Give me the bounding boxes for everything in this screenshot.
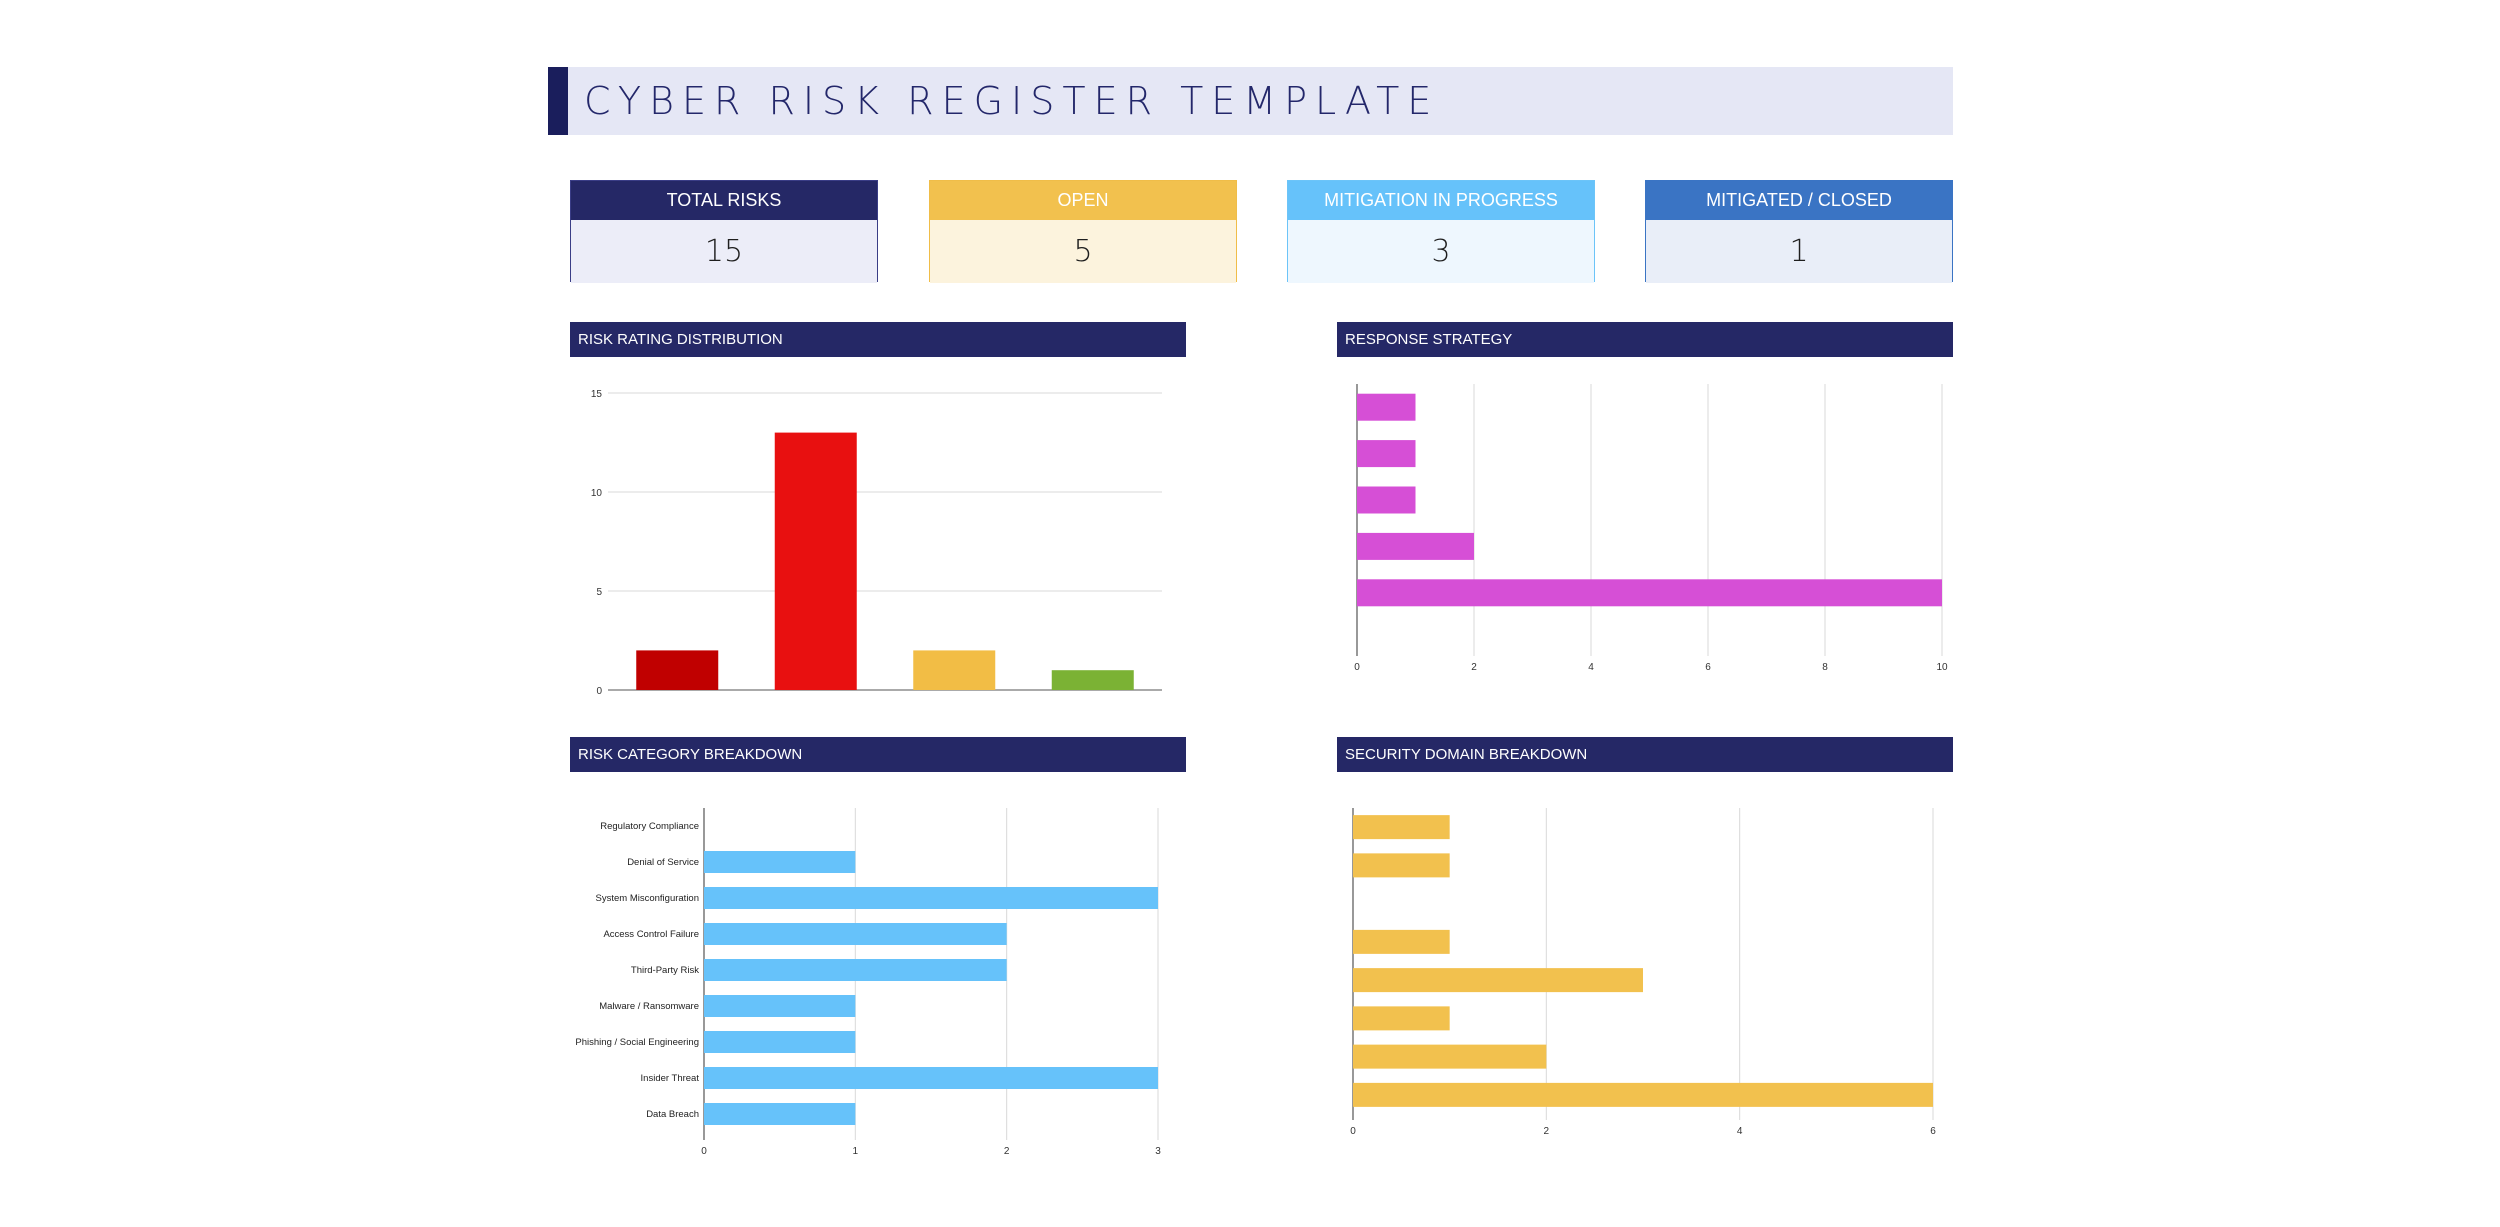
bar (1357, 532, 1474, 560)
bar (1353, 968, 1643, 993)
x-tick-label: 3 (1155, 1146, 1161, 1157)
x-tick-label: 1 (853, 1146, 859, 1157)
category-label: Insider Threat (641, 1073, 700, 1084)
title-bar: CYBER RISK REGISTER TEMPLATE (548, 67, 1953, 135)
panel-header-risk-category: RISK CATEGORY BREAKDOWN (570, 737, 1186, 772)
bar (1353, 929, 1450, 954)
risk-rating-chart: 0 5 10 15 (591, 389, 1162, 697)
category-label: Data Breach (646, 1109, 699, 1120)
category-label: Access Control Failure (603, 929, 699, 940)
kpi-label: TOTAL RISKS (571, 181, 877, 220)
bar (704, 995, 856, 1017)
kpi-mitigated-closed: MITIGATED / CLOSED 1 (1645, 180, 1953, 283)
x-tick-label: 8 (1822, 662, 1828, 673)
bar (1353, 815, 1450, 840)
x-tick-label: 0 (1350, 1126, 1356, 1137)
bar (704, 959, 1007, 981)
y-tick-label: 15 (591, 389, 603, 400)
panel-header-risk-rating: RISK RATING DISTRIBUTION (570, 322, 1186, 357)
response-strategy-chart: 0 2 4 6 8 10 (1354, 384, 1948, 673)
y-tick-label: 0 (596, 686, 602, 697)
x-tick-label: 6 (1930, 1126, 1936, 1137)
bar (1353, 1044, 1547, 1069)
kpi-open: OPEN 5 (929, 180, 1237, 283)
bar (1353, 1006, 1450, 1031)
kpi-mitigation-in-progress: MITIGATION IN PROGRESS 3 (1287, 180, 1595, 283)
kpi-label: MITIGATION IN PROGRESS (1288, 181, 1594, 220)
x-tick-label: 2 (1004, 1146, 1010, 1157)
kpi-value: 5 (930, 220, 1236, 283)
x-tick-label: 0 (701, 1146, 707, 1157)
x-tick-label: 4 (1737, 1126, 1743, 1137)
x-tick-label: 6 (1705, 662, 1711, 673)
kpi-total-risks: TOTAL RISKS 15 (570, 180, 878, 283)
bar (1357, 393, 1416, 421)
kpi-label: MITIGATED / CLOSED (1646, 181, 1952, 220)
panel-header-response-strategy: RESPONSE STRATEGY (1337, 322, 1953, 357)
bar (913, 650, 996, 690)
bar (1357, 486, 1416, 514)
category-label: System Misconfiguration (596, 893, 699, 904)
bar (774, 432, 857, 690)
x-tick-label: 2 (1544, 1126, 1550, 1137)
bar (704, 1103, 856, 1125)
kpi-label: OPEN (930, 181, 1236, 220)
category-label: Denial of Service (627, 857, 699, 868)
bar (1353, 853, 1450, 878)
y-tick-label: 5 (596, 587, 602, 598)
category-label: Third-Party Risk (631, 965, 699, 976)
page-title: CYBER RISK REGISTER TEMPLATE (584, 79, 1440, 123)
bar (1353, 1082, 1933, 1107)
x-tick-label: 10 (1936, 662, 1948, 673)
category-label: Phishing / Social Engineering (575, 1037, 699, 1048)
bar (1357, 440, 1416, 468)
kpi-value: 3 (1288, 220, 1594, 283)
security-domain-chart: 0 2 4 6 (1350, 808, 1936, 1137)
category-label: Malware / Ransomware (599, 1001, 699, 1012)
risk-category-chart: 0 1 2 3 Regulatory Compliance Denial of Servi… (575, 808, 1161, 1157)
bar (704, 1067, 1158, 1089)
bar (1051, 670, 1134, 690)
bar (704, 1031, 856, 1053)
kpi-value: 15 (571, 220, 877, 283)
x-tick-label: 0 (1354, 662, 1360, 673)
x-tick-label: 4 (1588, 662, 1594, 673)
category-label: Regulatory Compliance (600, 821, 699, 832)
title-accent (548, 67, 568, 135)
x-tick-label: 2 (1471, 662, 1477, 673)
bar (1357, 579, 1942, 607)
bar (704, 851, 856, 873)
y-tick-label: 10 (591, 488, 603, 499)
bar (704, 923, 1007, 945)
bar (704, 887, 1158, 909)
bar (636, 650, 719, 690)
kpi-value: 1 (1646, 220, 1952, 283)
panel-header-security-domain: SECURITY DOMAIN BREAKDOWN (1337, 737, 1953, 772)
